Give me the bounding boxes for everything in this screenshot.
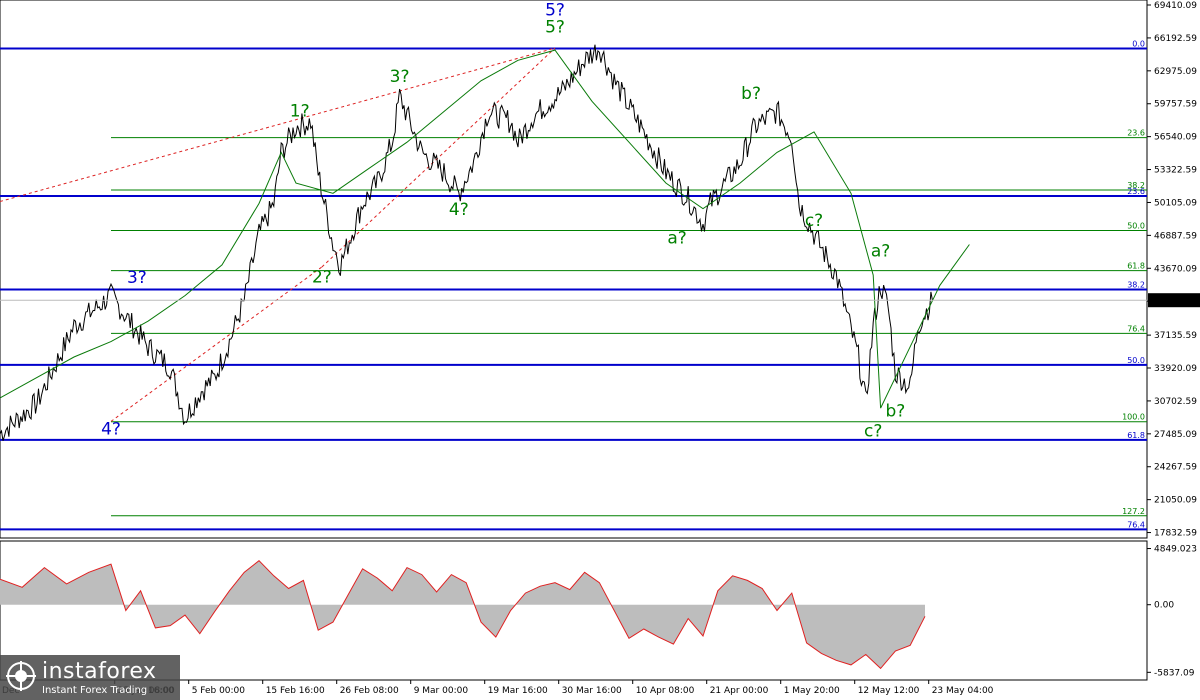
wave-label: 4? (101, 420, 121, 440)
fib-label: 38.2 (1127, 181, 1145, 190)
x-tick-label: 5 Feb 00:00 (192, 686, 246, 696)
y-tick-label: 56540.09 (1154, 133, 1197, 143)
wave-line (0, 49, 970, 409)
price-line (0, 44, 933, 441)
y-tick-label: 59757.59 (1154, 100, 1197, 110)
x-tick-label: 10 Apr 08:00 (636, 686, 695, 696)
fib-label: 61.8 (1127, 262, 1145, 271)
y-tick-label: 24267.59 (1154, 463, 1197, 473)
trend-line-lower (110, 266, 323, 422)
current-price-box (1148, 293, 1200, 308)
wave-label: 5? (545, 0, 565, 20)
fib-label: 61.8 (1127, 431, 1145, 440)
oscillator-line (0, 560, 926, 670)
oscillator: 4849.023 0.00 -5837.09 (0, 545, 1197, 678)
wave-labels: 3?4?1?2?3?4?5?5?a?b?c?a?b?c? (101, 0, 905, 441)
logo-name: instaforex (42, 659, 157, 684)
wave-label: 3? (390, 67, 410, 87)
y-tick-label: 27485.09 (1154, 430, 1197, 440)
x-tick-label: 21 Apr 00:00 (710, 686, 769, 696)
fib-label: 76.4 (1127, 324, 1145, 333)
y-tick-label: 43670.09 (1154, 264, 1197, 274)
wave-label: a? (667, 228, 686, 248)
x-tick-label: 1 May 20:00 (784, 686, 840, 696)
x-tick-label: 23 May 04:00 (932, 686, 994, 696)
fib-label: 23.6 (1127, 187, 1145, 196)
fib-label: 50.0 (1127, 356, 1145, 365)
x-tick-label: 19 Mar 16:00 (488, 686, 548, 696)
trend-lines (0, 47, 556, 422)
price-series (0, 44, 933, 441)
wave-label: b? (885, 401, 905, 421)
y-tick-label: 46887.59 (1154, 231, 1197, 241)
wave-label: 5? (545, 18, 565, 38)
logo-icon (6, 661, 36, 691)
wave-label: b? (741, 84, 761, 104)
wave-label: c? (864, 422, 882, 442)
y-tick-label: 37135.59 (1154, 331, 1197, 341)
x-tick-label: 15 Feb 16:00 (266, 686, 325, 696)
x-tick-label: 30 Mar 16:00 (562, 686, 622, 696)
y-tick-label: 30702.59 (1154, 397, 1197, 407)
main-panel-frame (0, 0, 1148, 539)
instaforex-logo: instaforex Instant Forex Trading (0, 655, 180, 700)
y-tick-label: 33920.09 (1154, 364, 1197, 374)
logo-tagline: Instant Forex Trading (42, 685, 148, 696)
current-price-marker: 40548.97 (0, 293, 1200, 308)
wave-label: 1? (290, 102, 310, 122)
y-tick-label: 53322.59 (1154, 166, 1197, 176)
trend-line-middle (321, 47, 556, 268)
x-tick-label: 9 Mar 00:00 (414, 686, 469, 696)
x-tick-label: 12 May 12:00 (858, 686, 920, 696)
osc-tick-label: -5837.09 (1154, 668, 1195, 678)
fib-label: 0.0 (1132, 39, 1145, 48)
y-tick-label: 17832.59 (1154, 529, 1197, 539)
wave-label: 4? (449, 200, 469, 220)
wave-path (0, 49, 970, 409)
current-price-label: 40548.97 (1152, 296, 1195, 306)
x-tick-label: 26 Feb 08:00 (340, 686, 399, 696)
y-tick-label: 69410.09 (1154, 1, 1197, 11)
wave-label: 2? (312, 267, 332, 287)
fib-label: 50.0 (1127, 221, 1145, 230)
fibonacci-levels: 0.023.638.223.650.061.838.276.450.0100.0… (0, 39, 1147, 531)
osc-tick-label: 0.00 (1154, 601, 1174, 611)
fib-label: 38.2 (1127, 281, 1145, 290)
wave-label: c? (805, 211, 823, 231)
fib-label: 100.0 (1122, 413, 1145, 422)
y-tick-label: 50105.09 (1154, 198, 1197, 208)
price-axis: 69410.09 66192.59 62975.09 59757.59 56540.09… (1147, 1, 1197, 539)
y-tick-label: 66192.59 (1154, 34, 1197, 44)
fib-label: 127.2 (1122, 507, 1145, 516)
wave-label: 3? (127, 268, 147, 288)
y-tick-label: 21050.09 (1154, 496, 1197, 506)
wave-label: a? (871, 242, 890, 262)
fib-label: 76.4 (1127, 520, 1145, 529)
fib-label: 23.6 (1127, 129, 1145, 138)
osc-tick-label: 4849.023 (1154, 545, 1197, 555)
y-tick-label: 62975.09 (1154, 67, 1197, 77)
